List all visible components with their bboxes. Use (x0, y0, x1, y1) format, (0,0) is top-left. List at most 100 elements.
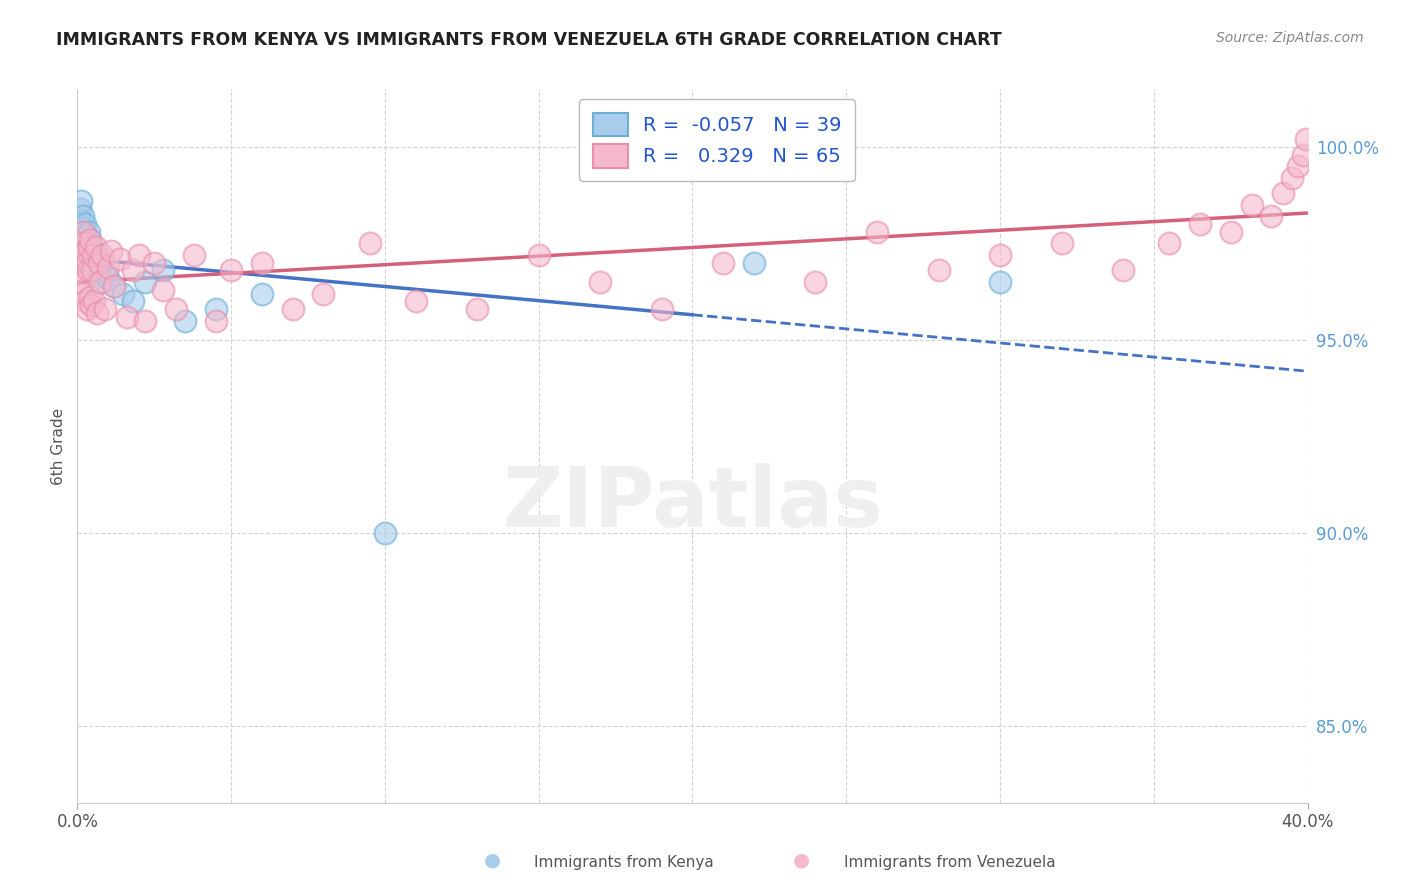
Point (1219, 225, 1241, 239)
Point (72, 225, 94, 239)
Point (204, 313, 226, 327)
Point (152, 283, 174, 297)
Point (73, 294, 96, 309)
Point (1112, 263, 1135, 277)
Point (82, 244, 104, 259)
Point (103, 279, 125, 293)
Point (84, 260, 107, 274)
Point (1292, 148, 1315, 162)
Point (128, 248, 150, 262)
Point (651, 301, 673, 316)
Point (589, 275, 612, 289)
Point (250, 256, 273, 270)
Point (72, 286, 94, 301)
Point (69, 263, 91, 277)
Point (405, 294, 427, 309)
Point (89, 275, 111, 289)
Point (67, 236, 90, 251)
Point (89, 256, 111, 270)
Point (69, 202, 91, 216)
Point (143, 256, 166, 270)
Point (80, 298, 103, 312)
Point (1295, 132, 1317, 146)
Point (1286, 159, 1309, 173)
Point (79, 233, 101, 247)
Point (103, 279, 125, 293)
Point (1281, 170, 1303, 185)
Point (97, 260, 120, 274)
Point (100, 244, 122, 259)
Point (80, 252, 103, 266)
Point (73, 233, 96, 247)
Point (711, 256, 734, 270)
Point (73, 217, 96, 231)
Point (1272, 186, 1295, 201)
Point (204, 301, 226, 316)
Point (77, 263, 100, 277)
Point (86, 248, 108, 262)
Legend: R =  -0.057   N = 39, R =   0.329   N = 65: R = -0.057 N = 39, R = 0.329 N = 65 (579, 99, 855, 181)
Point (94, 263, 117, 277)
Point (70, 248, 93, 262)
Point (75, 244, 97, 259)
Point (84, 240, 107, 254)
Point (79, 233, 101, 247)
Point (90, 275, 114, 289)
Point (1050, 236, 1073, 251)
Point (82, 248, 104, 262)
Point (77, 240, 100, 254)
Point (84, 252, 107, 266)
Point (866, 225, 889, 239)
Point (79, 291, 101, 305)
Point (73, 236, 96, 251)
Point (76, 301, 98, 316)
Point (121, 294, 143, 309)
Point (67, 225, 90, 239)
Point (374, 525, 396, 540)
Point (69, 213, 91, 227)
Point (112, 286, 135, 301)
Point (527, 248, 550, 262)
Point (121, 263, 143, 277)
Point (76, 256, 98, 270)
Point (77, 240, 100, 254)
Point (70, 236, 93, 251)
Point (134, 275, 156, 289)
Point (83, 294, 105, 309)
Point (72, 221, 94, 235)
Text: Immigrants from Venezuela: Immigrants from Venezuela (844, 855, 1056, 870)
Point (97, 271, 120, 285)
Point (87, 256, 110, 270)
Point (134, 313, 156, 327)
Point (70, 275, 93, 289)
Point (152, 263, 174, 277)
Point (928, 263, 950, 277)
Point (82, 263, 104, 277)
Point (82, 240, 104, 254)
Point (77, 225, 100, 239)
Point (359, 236, 381, 251)
Point (83, 263, 105, 277)
Point (465, 301, 488, 316)
Point (174, 313, 197, 327)
Point (219, 263, 242, 277)
Point (1260, 210, 1282, 224)
Point (1188, 217, 1211, 231)
Point (110, 252, 132, 266)
Text: IMMIGRANTS FROM KENYA VS IMMIGRANTS FROM VENEZUELA 6TH GRADE CORRELATION CHART: IMMIGRANTS FROM KENYA VS IMMIGRANTS FROM… (56, 31, 1002, 49)
Point (94, 301, 117, 316)
Y-axis label: 6th Grade: 6th Grade (51, 408, 66, 484)
Point (70, 194, 93, 208)
Point (79, 248, 101, 262)
Point (165, 301, 187, 316)
Text: ●: ● (793, 851, 823, 870)
Point (988, 275, 1011, 289)
Point (90, 248, 114, 262)
Point (86, 306, 108, 320)
Point (742, 256, 765, 270)
Point (312, 286, 335, 301)
Point (988, 248, 1011, 262)
Point (115, 310, 138, 324)
Point (183, 248, 205, 262)
Text: Immigrants from Kenya: Immigrants from Kenya (534, 855, 714, 870)
